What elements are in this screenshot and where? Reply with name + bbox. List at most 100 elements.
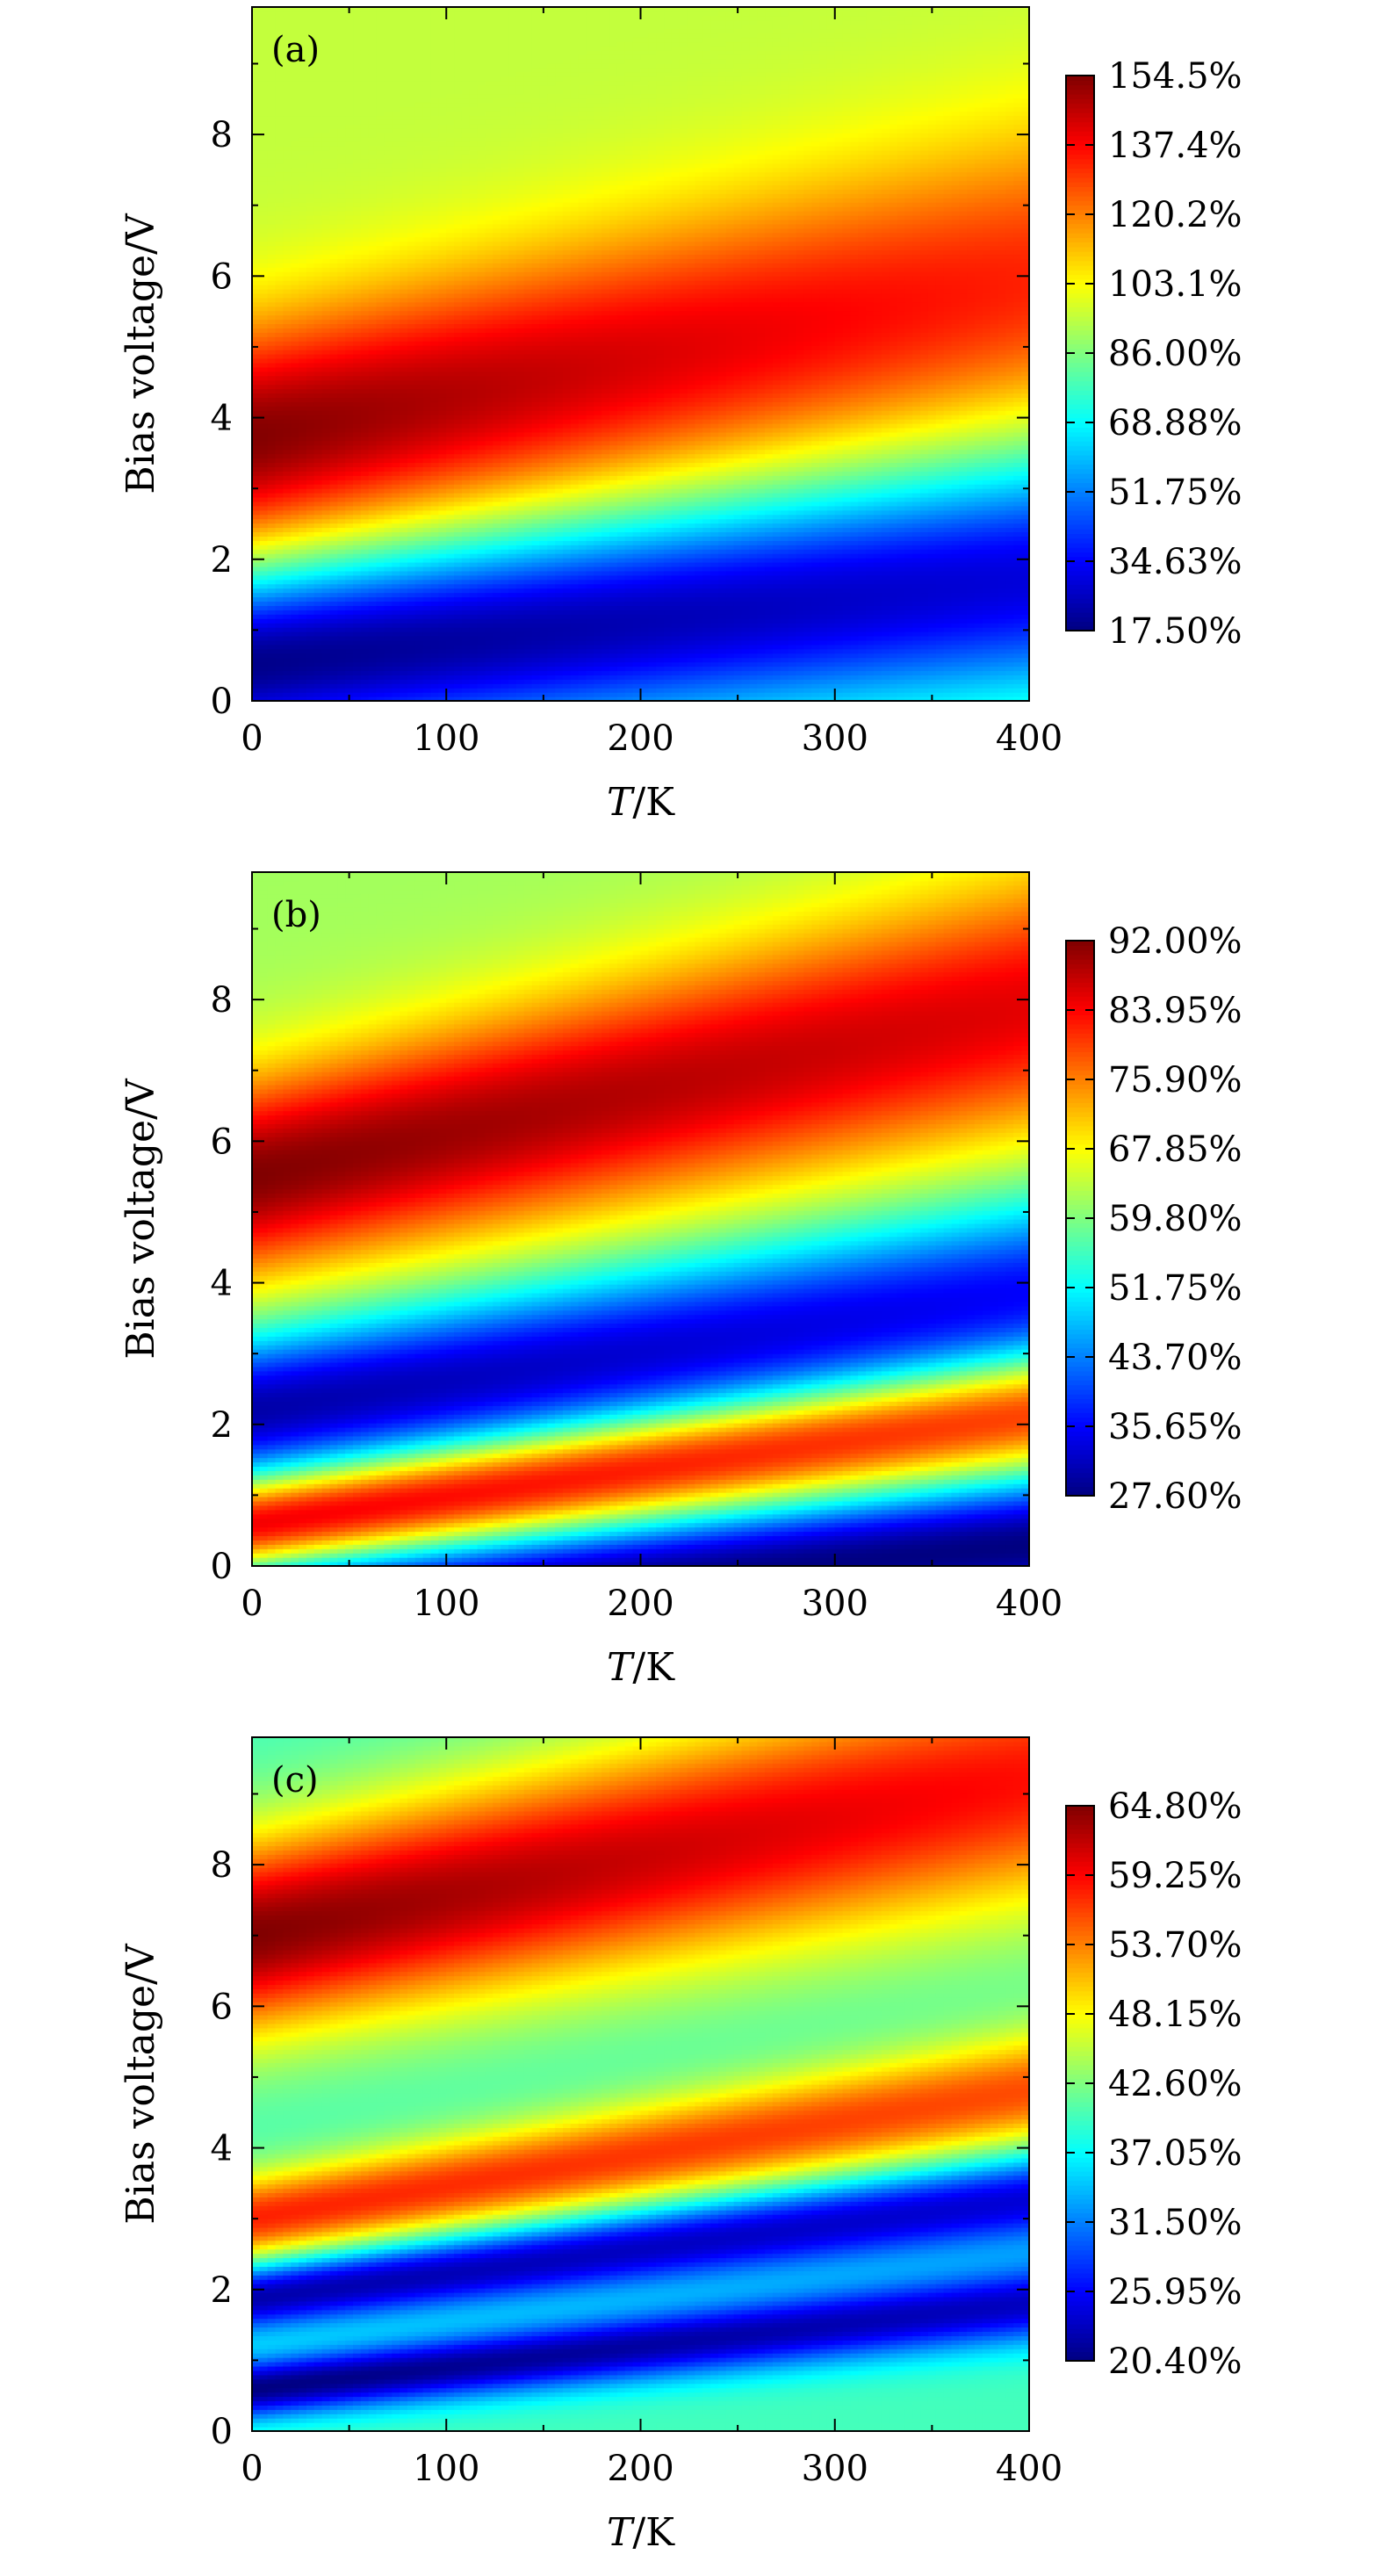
heatmap-cell xyxy=(268,228,276,234)
heatmap-cell xyxy=(276,25,284,30)
heatmap-cell xyxy=(268,85,276,90)
heatmap-cell xyxy=(291,389,299,394)
heatmap-cell xyxy=(306,159,314,164)
heatmap-cell xyxy=(260,25,268,30)
heatmap-cell xyxy=(252,242,260,247)
heatmap-cell xyxy=(268,566,276,572)
heatmap-cell xyxy=(260,298,268,303)
heatmap-cell xyxy=(252,181,260,186)
heatmap-cell xyxy=(283,484,291,489)
heatmap-cell xyxy=(291,128,299,133)
heatmap-cell xyxy=(306,605,314,610)
heatmap-cell xyxy=(283,184,291,190)
heatmap-cell xyxy=(283,675,291,680)
heatmap-cell xyxy=(283,285,291,290)
heatmap-cell xyxy=(260,63,268,69)
heatmap-cell xyxy=(252,85,260,90)
heatmap-cell xyxy=(268,683,276,689)
heatmap-cell xyxy=(291,172,299,177)
heatmap-cell xyxy=(283,605,291,610)
heatmap-cell xyxy=(252,128,260,133)
heatmap-cell xyxy=(299,488,306,494)
heatmap-cell xyxy=(299,675,306,680)
heatmap-cell xyxy=(299,636,306,641)
heatmap-cell xyxy=(299,670,306,675)
heatmap-cell xyxy=(283,172,291,177)
heatmap-cell xyxy=(299,332,306,337)
heatmap-cell xyxy=(268,289,276,294)
heatmap-cell xyxy=(276,497,284,502)
heatmap-cell xyxy=(283,667,291,672)
heatmap-cell xyxy=(299,280,306,285)
heatmap-cell xyxy=(252,163,260,169)
heatmap-cell xyxy=(268,658,276,663)
heatmap-cell xyxy=(291,584,299,589)
heatmap-cell xyxy=(299,506,306,511)
heatmap-cell xyxy=(306,172,314,177)
heatmap-cell xyxy=(276,323,284,328)
heatmap-cell xyxy=(268,376,276,381)
heatmap-cell xyxy=(252,450,260,455)
heatmap-cell xyxy=(299,406,306,411)
heatmap-cell xyxy=(252,107,260,112)
heatmap-cell xyxy=(283,159,291,164)
heatmap-cell xyxy=(252,545,260,550)
heatmap-cells xyxy=(252,7,1030,702)
heatmap-cell xyxy=(306,471,314,476)
heatmap-cell xyxy=(283,206,291,212)
heatmap-cell xyxy=(291,571,299,576)
heatmap-cell xyxy=(276,536,284,541)
heatmap-cell xyxy=(283,115,291,120)
heatmap-cell xyxy=(306,571,314,576)
heatmap-cell xyxy=(276,233,284,238)
heatmap-cell xyxy=(306,328,314,333)
heatmap-cell xyxy=(291,437,299,442)
heatmap-cell xyxy=(291,115,299,120)
heatmap-cell xyxy=(291,631,299,637)
heatmap-cell xyxy=(299,372,306,377)
heatmap-cell xyxy=(260,510,268,516)
heatmap-cell xyxy=(260,601,268,606)
heatmap-cell xyxy=(276,76,284,82)
heatmap-cell xyxy=(268,293,276,299)
heatmap-cell xyxy=(306,302,314,307)
heatmap-cell xyxy=(276,601,284,606)
heatmap-cell xyxy=(291,623,299,628)
heatmap-cell xyxy=(299,137,306,142)
heatmap-cell xyxy=(268,184,276,190)
heatmap-cell xyxy=(252,618,260,624)
heatmap-cell xyxy=(306,623,314,628)
heatmap-cell xyxy=(252,172,260,177)
heatmap-cell xyxy=(291,81,299,86)
heatmap-cell xyxy=(299,480,306,485)
heatmap-cell xyxy=(291,688,299,693)
heatmap-cell xyxy=(268,575,276,581)
heatmap-cell xyxy=(260,670,268,675)
heatmap-cell xyxy=(276,350,284,355)
heatmap-cell xyxy=(291,271,299,277)
heatmap-cell xyxy=(268,81,276,86)
heatmap-cell xyxy=(283,128,291,133)
heatmap-cell xyxy=(260,189,268,194)
heatmap-cell xyxy=(291,493,299,498)
heatmap-cell xyxy=(283,193,291,198)
heatmap-cell xyxy=(283,549,291,554)
heatmap-cell xyxy=(260,692,268,697)
heatmap-cell xyxy=(299,571,306,576)
heatmap-cell xyxy=(283,350,291,355)
heatmap-cell xyxy=(291,410,299,415)
heatmap-cell xyxy=(299,423,306,429)
heatmap-cell xyxy=(291,112,299,117)
heatmap-cell xyxy=(283,76,291,82)
heatmap-cell xyxy=(306,315,314,321)
heatmap-cell xyxy=(268,345,276,350)
heatmap-cell xyxy=(299,531,306,537)
heatmap-cell xyxy=(299,119,306,125)
heatmap-cell xyxy=(283,410,291,415)
heatmap-cell xyxy=(299,115,306,120)
heatmap-cell xyxy=(276,649,284,654)
heatmap-cell xyxy=(299,220,306,225)
heatmap-cell xyxy=(299,25,306,30)
heatmap-cell xyxy=(276,298,284,303)
heatmap-cell xyxy=(306,397,314,402)
